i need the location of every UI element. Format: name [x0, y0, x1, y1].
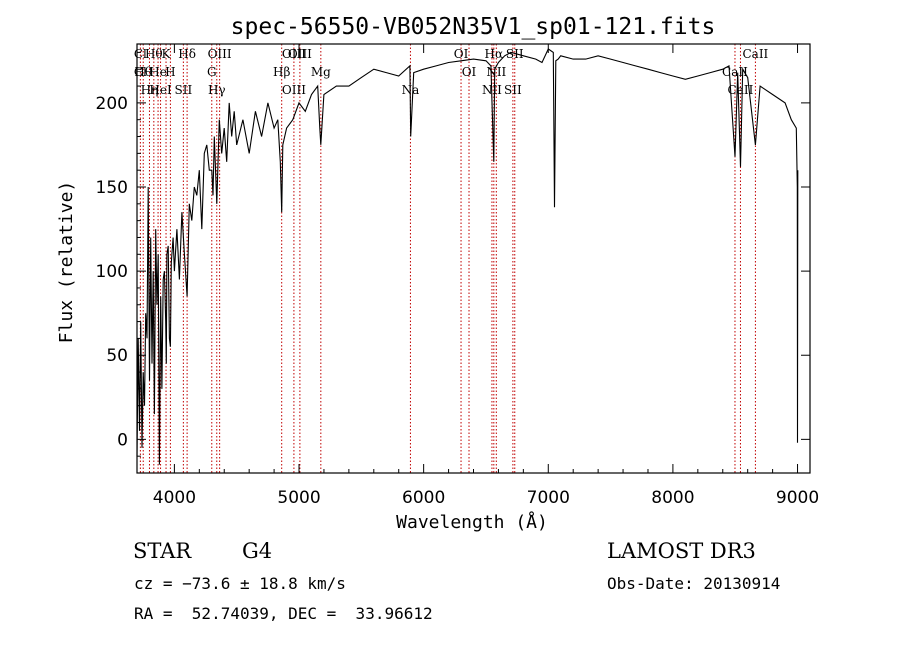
line-label: CaII [722, 65, 748, 79]
line-label: CaII [742, 47, 768, 61]
cz-value: cz = −73.6 ± 18.8 km/s [134, 574, 346, 593]
line-label: OIII [282, 47, 306, 61]
object-class: STAR [133, 539, 192, 563]
line-label: SII [504, 83, 522, 97]
x-tick-label: 7000 [527, 488, 570, 508]
y-tick-label: 200 [96, 94, 128, 114]
line-label: OI [462, 65, 477, 79]
line-label: Mg [311, 65, 331, 79]
line-label: OIII [288, 47, 312, 61]
line-label: SII [175, 83, 193, 97]
y-tick-label: 100 [96, 262, 128, 282]
x-tick-label: 9000 [776, 488, 819, 508]
x-tick-label: 4000 [153, 488, 196, 508]
line-label: Hη [141, 83, 159, 97]
line-label: OIII [208, 47, 232, 61]
line-labels: ClClHθHηHθHeHeIKHSIIHδGHγOIIIHβOIIIOIIIO… [134, 47, 769, 97]
line-label: Hθ [134, 65, 152, 79]
x-tick-label: 8000 [651, 488, 694, 508]
x-tick-label: 5000 [277, 488, 320, 508]
line-label: Hθ [145, 47, 163, 61]
line-label: He [149, 65, 167, 79]
obs-date: Obs-Date: 20130914 [607, 574, 781, 593]
chart-title: spec-56550-VB052N35V1_sp01-121.fits [231, 14, 716, 40]
x-tick-label: 6000 [402, 488, 445, 508]
line-label: HeI [149, 83, 172, 97]
plot-frame [136, 43, 811, 474]
line-label: Hβ [273, 65, 290, 79]
y-axis: 0 50 100 150 200 [96, 51, 810, 457]
line-label: H [165, 65, 175, 79]
y-axis-label: Flux (relative) [56, 181, 77, 344]
line-label: OIII [282, 83, 306, 97]
y-tick-label: 150 [96, 178, 128, 198]
line-markers [139, 44, 756, 473]
survey-name: LAMOST DR3 [607, 539, 756, 563]
line-label: CaII [728, 83, 754, 97]
line-label: OI [454, 47, 469, 61]
line-label: G [207, 65, 217, 79]
y-tick-label: 0 [117, 430, 128, 450]
coordinates: RA = 52.74039, DEC = 33.96612 [134, 604, 433, 623]
y-tick-label: 50 [106, 346, 128, 366]
x-axis-label: Wavelength (Å) [396, 511, 548, 533]
spectrum-line [136, 48, 799, 465]
line-label: Hα [485, 47, 504, 61]
line-label: Hγ [208, 83, 226, 97]
x-axis: 4000 5000 6000 7000 8000 9000 [153, 44, 819, 508]
line-label: K [162, 47, 172, 61]
line-label: Hδ [178, 47, 196, 61]
spectral-subclass: G4 [242, 539, 273, 563]
